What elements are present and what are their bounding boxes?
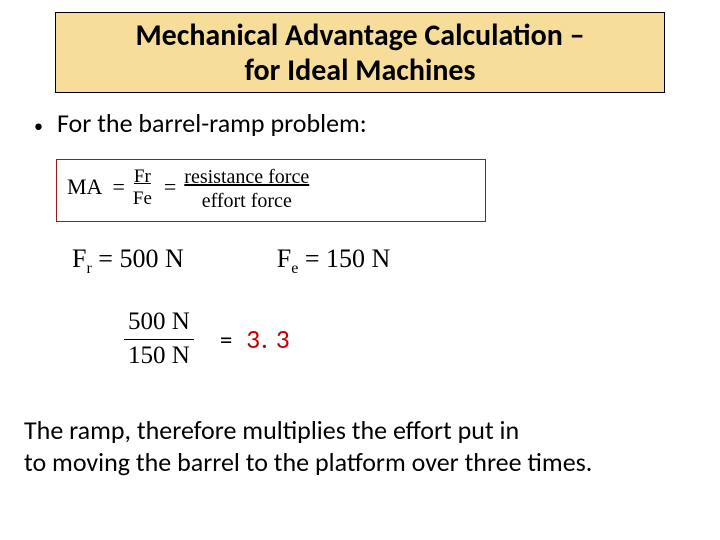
frac2-den: effort force [200, 190, 294, 214]
fr-label: F [72, 244, 86, 273]
title-box: Mechanical Advantage Calculation – for I… [55, 12, 665, 93]
eq-1: = [102, 166, 130, 200]
fr-eq: = [92, 244, 120, 273]
calc-result: 3. 3 [246, 323, 290, 356]
slide: Mechanical Advantage Calculation – for I… [0, 0, 720, 540]
formula-box: MA = Fr Fe = resistance force effort for… [56, 159, 486, 222]
frac1-den: Fe [131, 188, 154, 210]
title-line-2: for Ideal Machines [66, 54, 654, 89]
conclusion: The ramp, therefore multiplies the effor… [24, 415, 696, 478]
bullet-text: For the barrel-ramp problem: [57, 107, 367, 139]
calc-eq: = [194, 324, 246, 355]
frac-words: resistance force effort force [182, 166, 311, 213]
fe-label: F [277, 244, 291, 273]
conclusion-line-1: The ramp, therefore multiplies the effor… [24, 415, 696, 447]
frac1-num: Fr [132, 166, 153, 188]
calc-row: 500 N 150 N = 3. 3 [124, 308, 696, 371]
calc-num: 500 N [124, 308, 194, 339]
calc-den: 150 N [124, 339, 194, 371]
fe-val: 150 N [326, 244, 390, 273]
eq-2: = [154, 166, 182, 200]
frac2-num: resistance force [182, 166, 311, 190]
bullet-row: • For the barrel-ramp problem: [34, 107, 696, 141]
calc-fraction: 500 N 150 N [124, 308, 194, 371]
frac-fr-fe: Fr Fe [131, 166, 154, 211]
conclusion-line-2: to moving the barrel to the platform ove… [24, 447, 696, 479]
ma-label: MA [67, 166, 102, 200]
values-row: Fr = 500 N Fe = 150 N [72, 244, 696, 278]
fe-eq: = [298, 244, 326, 273]
title-line-1: Mechanical Advantage Calculation – [66, 19, 654, 54]
fr-val: 500 N [119, 244, 183, 273]
bullet-marker: • [34, 111, 43, 141]
